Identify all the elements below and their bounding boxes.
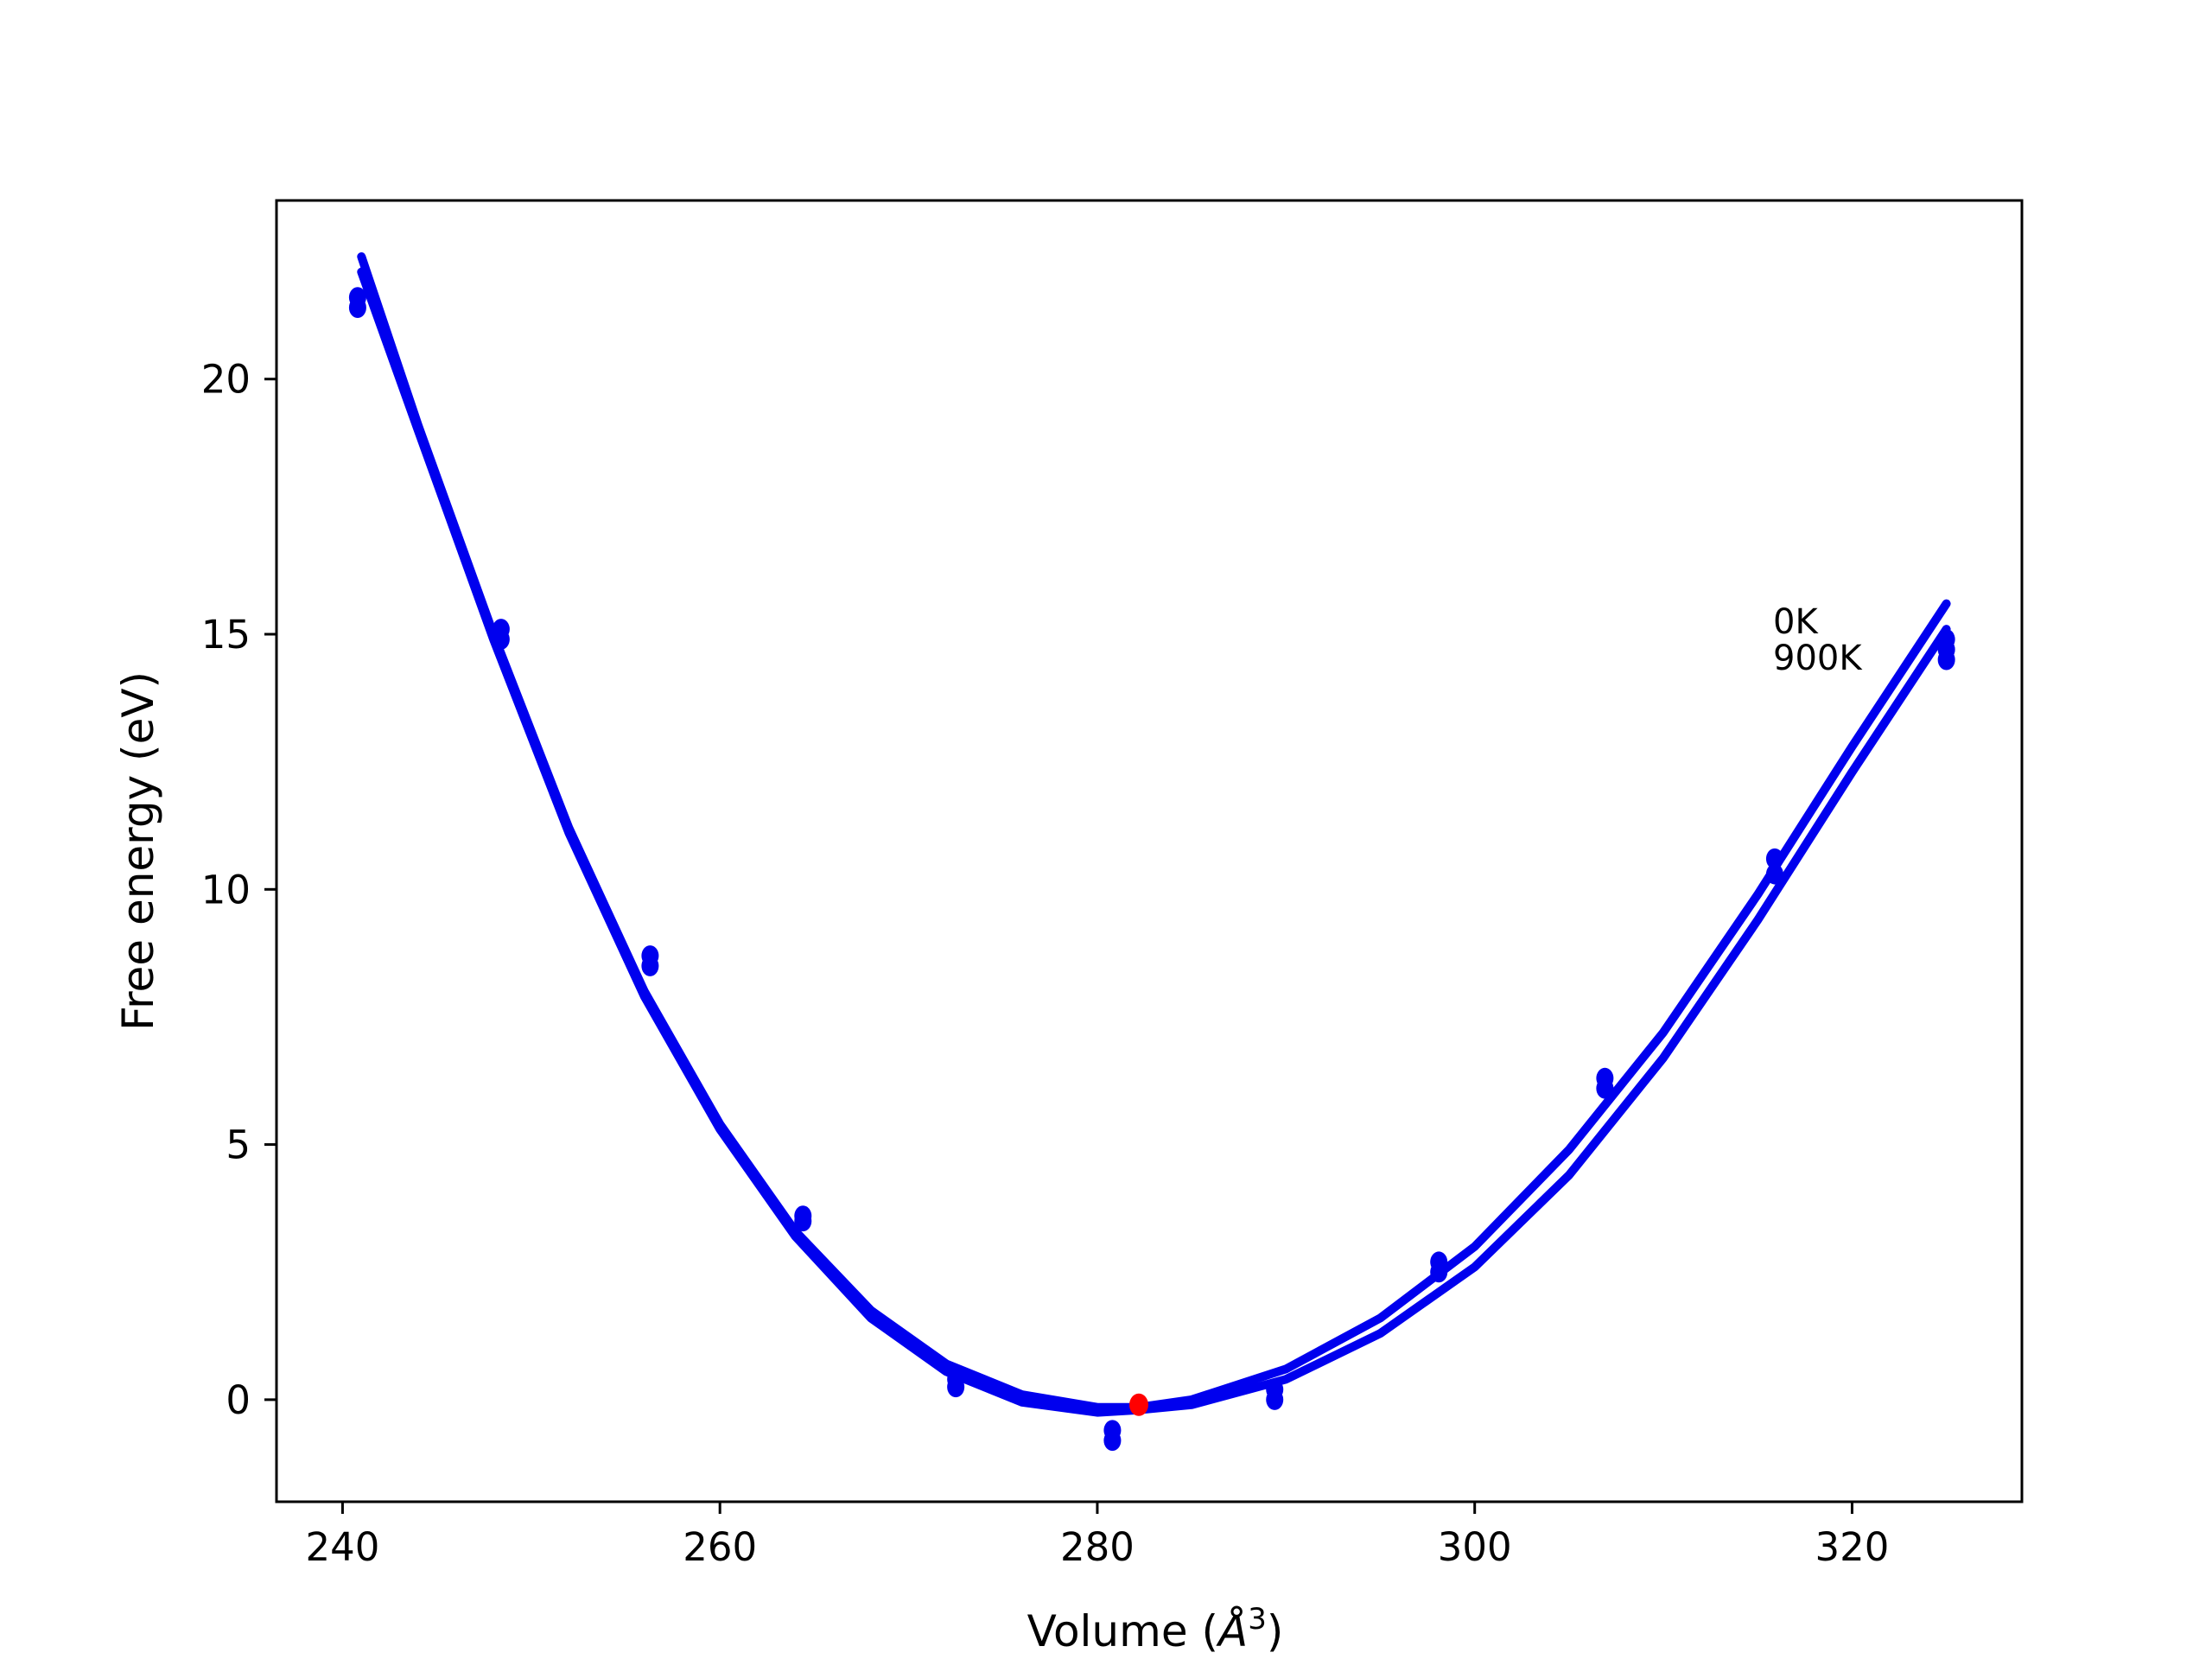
annotation-900k: 900K xyxy=(1773,639,1863,678)
y-tick-label: 0 xyxy=(226,1377,251,1423)
x-axis-label-exponent: 3 xyxy=(1248,1602,1267,1637)
minimum-marker xyxy=(1128,1393,1148,1416)
x-tick-label: 300 xyxy=(1438,1524,1512,1570)
data-point xyxy=(1430,1262,1448,1283)
data-point xyxy=(1103,1430,1122,1452)
x-axis-label: Volume (Å3) xyxy=(1027,1602,1284,1656)
y-axis-label: Free energy (eV) xyxy=(113,671,163,1031)
x-tick-label: 320 xyxy=(1815,1524,1890,1570)
x-axis-label-close: ) xyxy=(1267,1606,1284,1656)
x-tick-label: 260 xyxy=(683,1524,757,1570)
x-axis-label-main: Volume ( xyxy=(1027,1606,1218,1656)
data-point xyxy=(492,628,510,650)
data-point xyxy=(1765,848,1783,869)
x-axis-ticks: 240 260 280 300 320 xyxy=(305,1502,1889,1570)
data-point xyxy=(641,955,659,976)
x-tick-label: 240 xyxy=(305,1524,379,1570)
fit-curves xyxy=(357,252,1951,1417)
fit-curve-900k xyxy=(357,267,1951,1417)
x-tick-label: 280 xyxy=(1060,1524,1135,1570)
y-tick-label: 15 xyxy=(201,612,251,658)
y-tick-label: 5 xyxy=(226,1122,251,1168)
data-point xyxy=(1937,649,1955,671)
data-point xyxy=(947,1376,965,1398)
data-point xyxy=(1765,863,1783,885)
minimum-marker-group xyxy=(1128,1393,1148,1416)
y-tick-label: 20 xyxy=(201,357,251,403)
data-point xyxy=(794,1211,812,1232)
data-point xyxy=(348,297,366,319)
annotation-0k: 0K xyxy=(1773,602,1819,642)
y-axis-ticks: 0 5 10 15 20 xyxy=(201,357,276,1423)
y-tick-label: 10 xyxy=(201,867,251,912)
x-axis-label-unit: Å xyxy=(1216,1606,1248,1656)
data-points xyxy=(348,287,1955,1452)
plot-frame xyxy=(275,199,2024,1503)
data-point xyxy=(1266,1389,1284,1410)
data-point xyxy=(1596,1077,1614,1099)
